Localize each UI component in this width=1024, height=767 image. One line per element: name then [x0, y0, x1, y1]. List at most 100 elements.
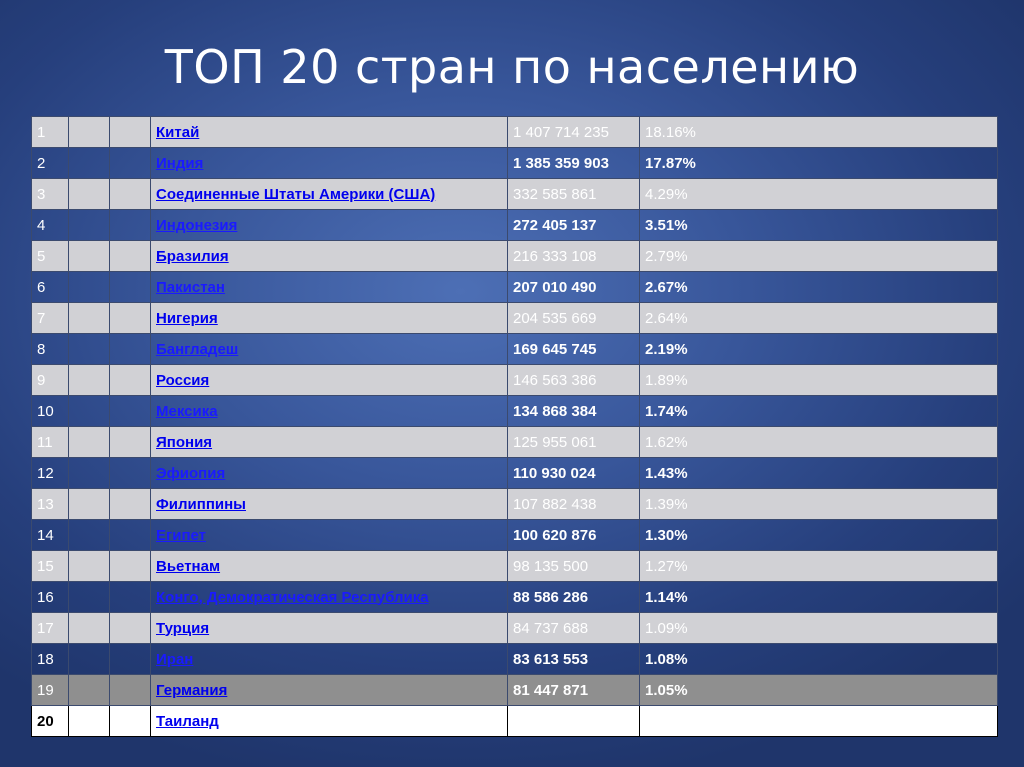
rank-cell: 7: [31, 302, 69, 334]
country-link[interactable]: Филиппины: [156, 495, 246, 513]
rank-cell: 3: [31, 178, 69, 210]
table-row: 3 Соединенные Штаты Америки (США) 332 585 …: [31, 178, 998, 210]
country-cell: Мексика: [150, 395, 508, 427]
table-row: 2 Индия 1 385 359 903 17.87%: [31, 147, 998, 179]
country-link[interactable]: Бразилия: [156, 247, 229, 265]
population-cell: 88 586 286: [507, 581, 640, 613]
country-cell: Иран: [150, 643, 508, 675]
table-row: 17 Турция 84 737 688 1.09%: [31, 612, 998, 644]
country-link[interactable]: Мексика: [156, 402, 218, 420]
percent-cell: 1.62%: [639, 426, 998, 458]
percent-cell: 1.27%: [639, 550, 998, 582]
country-link[interactable]: Германия: [156, 681, 228, 699]
country-link[interactable]: Конго, Демократическая Республика: [156, 588, 429, 606]
table-row: 6 Пакистан 207 010 490 2.67%: [31, 271, 998, 303]
country-cell: Турция: [150, 612, 508, 644]
percent-cell: 1.74%: [639, 395, 998, 427]
table-row: 12 Эфиопия 110 930 024 1.43%: [31, 457, 998, 489]
country-link[interactable]: Таиланд: [156, 712, 219, 730]
empty-cell: [68, 364, 110, 396]
empty-cell: [109, 209, 151, 241]
empty-cell: [68, 240, 110, 272]
rank-cell: 12: [31, 457, 69, 489]
country-cell: Бангладеш: [150, 333, 508, 365]
country-cell: Япония: [150, 426, 508, 458]
country-cell: Таиланд: [150, 705, 508, 737]
country-link[interactable]: Турция: [156, 619, 210, 637]
empty-cell: [109, 271, 151, 303]
empty-cell: [109, 550, 151, 582]
country-cell: Германия: [150, 674, 508, 706]
country-link[interactable]: Египет: [156, 526, 207, 544]
empty-cell: [109, 178, 151, 210]
country-cell: Пакистан: [150, 271, 508, 303]
empty-cell: [109, 116, 151, 148]
table-row: 10 Мексика 134 868 384 1.74%: [31, 395, 998, 427]
percent-cell: 1.09%: [639, 612, 998, 644]
empty-cell: [68, 147, 110, 179]
empty-cell: [109, 519, 151, 551]
percent-cell: 2.64%: [639, 302, 998, 334]
country-link[interactable]: Пакистан: [156, 278, 225, 296]
percent-cell: 2.67%: [639, 271, 998, 303]
empty-cell: [109, 240, 151, 272]
rank-cell: 17: [31, 612, 69, 644]
country-link[interactable]: Япония: [156, 433, 213, 451]
empty-cell: [109, 705, 151, 737]
population-cell: 107 882 438: [507, 488, 640, 520]
country-link[interactable]: Китай: [156, 123, 200, 141]
empty-cell: [109, 364, 151, 396]
empty-cell: [68, 550, 110, 582]
country-link[interactable]: Вьетнам: [156, 557, 221, 575]
rank-cell: 8: [31, 333, 69, 365]
percent-cell: 3.51%: [639, 209, 998, 241]
empty-cell: [68, 178, 110, 210]
table-row: 11 Япония 125 955 061 1.62%: [31, 426, 998, 458]
rank-cell: 19: [31, 674, 69, 706]
percent-cell: 1.05%: [639, 674, 998, 706]
empty-cell: [109, 302, 151, 334]
table-row: 20 Таиланд: [31, 705, 998, 737]
empty-cell: [68, 674, 110, 706]
country-link[interactable]: Нигерия: [156, 309, 218, 327]
country-link[interactable]: Россия: [156, 371, 210, 389]
population-cell: 83 613 553: [507, 643, 640, 675]
percent-cell: 1.39%: [639, 488, 998, 520]
empty-cell: [68, 581, 110, 613]
table-row: 8 Бангладеш 169 645 745 2.19%: [31, 333, 998, 365]
percent-cell: 2.79%: [639, 240, 998, 272]
percent-cell: 2.19%: [639, 333, 998, 365]
country-cell: Вьетнам: [150, 550, 508, 582]
empty-cell: [109, 674, 151, 706]
rank-cell: 18: [31, 643, 69, 675]
population-cell: 125 955 061: [507, 426, 640, 458]
country-cell: Эфиопия: [150, 457, 508, 489]
population-cell: 169 645 745: [507, 333, 640, 365]
percent-cell: 1.08%: [639, 643, 998, 675]
country-cell: Конго, Демократическая Республика: [150, 581, 508, 613]
empty-cell: [68, 302, 110, 334]
rank-cell: 14: [31, 519, 69, 551]
rank-cell: 9: [31, 364, 69, 396]
rank-cell: 15: [31, 550, 69, 582]
empty-cell: [68, 209, 110, 241]
empty-cell: [68, 519, 110, 551]
country-link[interactable]: Индия: [156, 154, 204, 172]
empty-cell: [109, 643, 151, 675]
country-link[interactable]: Индонезия: [156, 216, 238, 234]
rank-cell: 16: [31, 581, 69, 613]
country-link[interactable]: Соединенные Штаты Америки (США): [156, 185, 436, 203]
country-link[interactable]: Эфиопия: [156, 464, 226, 482]
population-cell: 204 535 669: [507, 302, 640, 334]
country-link[interactable]: Иран: [156, 650, 194, 668]
country-link[interactable]: Бангладеш: [156, 340, 239, 358]
country-cell: Бразилия: [150, 240, 508, 272]
empty-cell: [68, 488, 110, 520]
empty-cell: [68, 333, 110, 365]
population-cell: 216 333 108: [507, 240, 640, 272]
empty-cell: [109, 457, 151, 489]
percent-cell: 18.16%: [639, 116, 998, 148]
population-cell: 84 737 688: [507, 612, 640, 644]
rank-cell: 20: [31, 705, 69, 737]
population-cell: 110 930 024: [507, 457, 640, 489]
